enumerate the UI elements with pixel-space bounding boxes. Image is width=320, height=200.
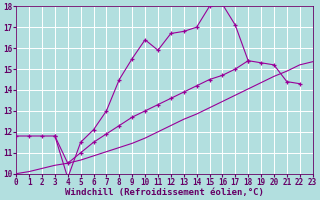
X-axis label: Windchill (Refroidissement éolien,°C): Windchill (Refroidissement éolien,°C) <box>65 188 264 197</box>
